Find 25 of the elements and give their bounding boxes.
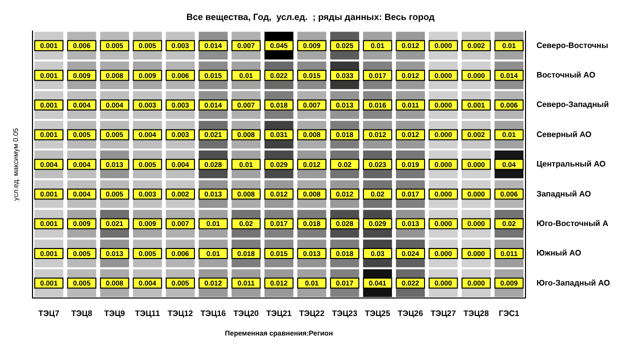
x-tick-label: ТЭЦ23 bbox=[332, 309, 358, 318]
y-tick-label: Северо-Восточны bbox=[536, 40, 608, 50]
y-tick-label: Западный АО bbox=[536, 189, 591, 198]
x-tick-label: ТЭЦ7 bbox=[38, 309, 60, 318]
x-tick-label: ТЭЦ25 bbox=[364, 309, 391, 318]
y-tick-label: Северный АО bbox=[536, 130, 592, 139]
y-tick-label: Северо-Западный bbox=[536, 100, 609, 110]
x-tick-label: ТЭЦ22 bbox=[299, 309, 326, 318]
x-tick-label: ТЭЦ12 bbox=[168, 309, 194, 318]
y-tick-label: Юго-Западный АО bbox=[536, 278, 610, 288]
y-tick-label: Восточный АО bbox=[536, 70, 596, 80]
x-tick-label: ТЭЦ28 bbox=[463, 309, 490, 318]
x-tick-label: ТЭЦ8 bbox=[71, 309, 93, 318]
x-tick-label: ГЭС1 bbox=[498, 309, 520, 318]
x-tick-label: ТЭЦ20 bbox=[233, 309, 260, 318]
chart-title: Все вещества, Год, усл.ед. ; ряды данных: Весь город bbox=[186, 12, 435, 22]
y-tick-label: Юго-Восточный А bbox=[536, 218, 608, 228]
y-tick-label: Центральный АО bbox=[536, 160, 606, 169]
x-tick-label: ТЭЦ27 bbox=[430, 309, 456, 318]
x-tick-label: ТЭЦ16 bbox=[200, 309, 226, 318]
x-tick-label: ТЭЦ9 bbox=[104, 309, 126, 318]
y-tick-label: Южный АО bbox=[536, 248, 582, 258]
x-tick-label: ТЭЦ11 bbox=[135, 309, 160, 318]
x-tick-label: ТЭЦ26 bbox=[398, 309, 424, 318]
x-tick-label: ТЭЦ21 bbox=[266, 309, 292, 318]
